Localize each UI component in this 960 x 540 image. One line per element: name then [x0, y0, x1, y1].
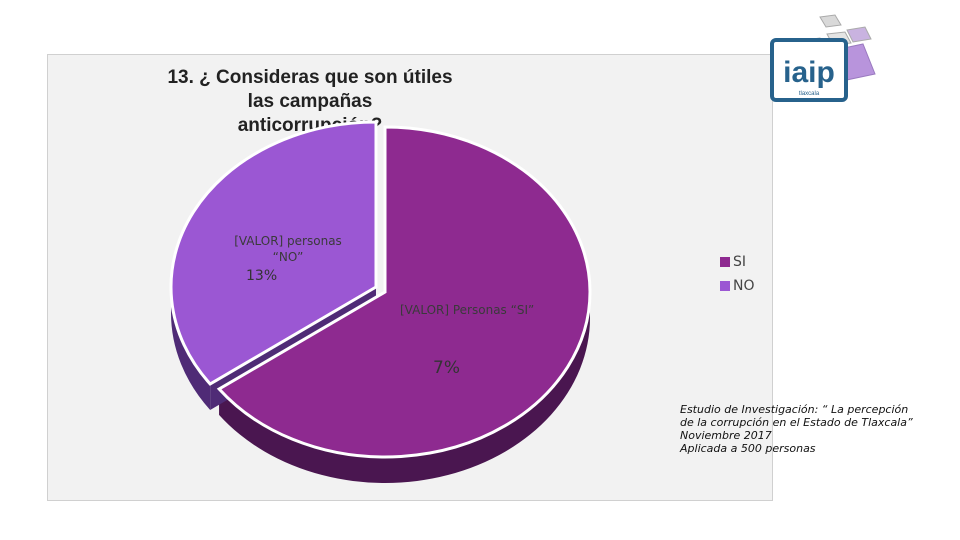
no-data-label-line-2: “NO” — [272, 250, 304, 264]
pie-side-si — [219, 292, 590, 483]
pie-slice-no — [169, 120, 378, 386]
legend-item-si: SI — [720, 250, 755, 274]
legend-item-no: NO — [720, 274, 755, 298]
legend-swatch-no — [720, 281, 730, 291]
legend-label-no: NO — [733, 278, 755, 294]
study-note-line-1: Estudio de Investigación: “ La percepció… — [680, 403, 909, 416]
logo-text: iaip — [783, 56, 835, 89]
pie-side-no — [171, 287, 211, 410]
study-note: Estudio de Investigación: “ La percepció… — [680, 403, 955, 455]
legend-label-si: SI — [733, 254, 747, 270]
si-percent-label: 7% — [433, 358, 460, 378]
study-note-line-2: de la corrupción en el Estado de Tlaxcal… — [680, 416, 913, 429]
study-note-line-3: Noviembre 2017 — [680, 429, 772, 442]
legend-swatch-si — [720, 257, 730, 267]
legend: SI NO — [720, 250, 755, 298]
iaip-logo: iaip tlaxcala — [770, 14, 876, 102]
chart-title: 13. ¿ Consideras que son útiles las camp… — [160, 66, 460, 138]
no-data-label-line-1: [VALOR] personas — [234, 234, 342, 248]
no-data-label: [VALOR] personas “NO” — [230, 233, 346, 265]
study-note-line-4: Aplicada a 500 personas — [680, 442, 816, 455]
no-percent-label: 13% — [246, 268, 278, 284]
pie-slice-si — [216, 125, 592, 459]
si-data-label: [VALOR] Personas “SI” — [400, 303, 535, 317]
logo-subtext: tlaxcala — [799, 91, 820, 97]
chart-title-line-1: 13. ¿ Consideras que son útiles las camp… — [167, 67, 453, 112]
